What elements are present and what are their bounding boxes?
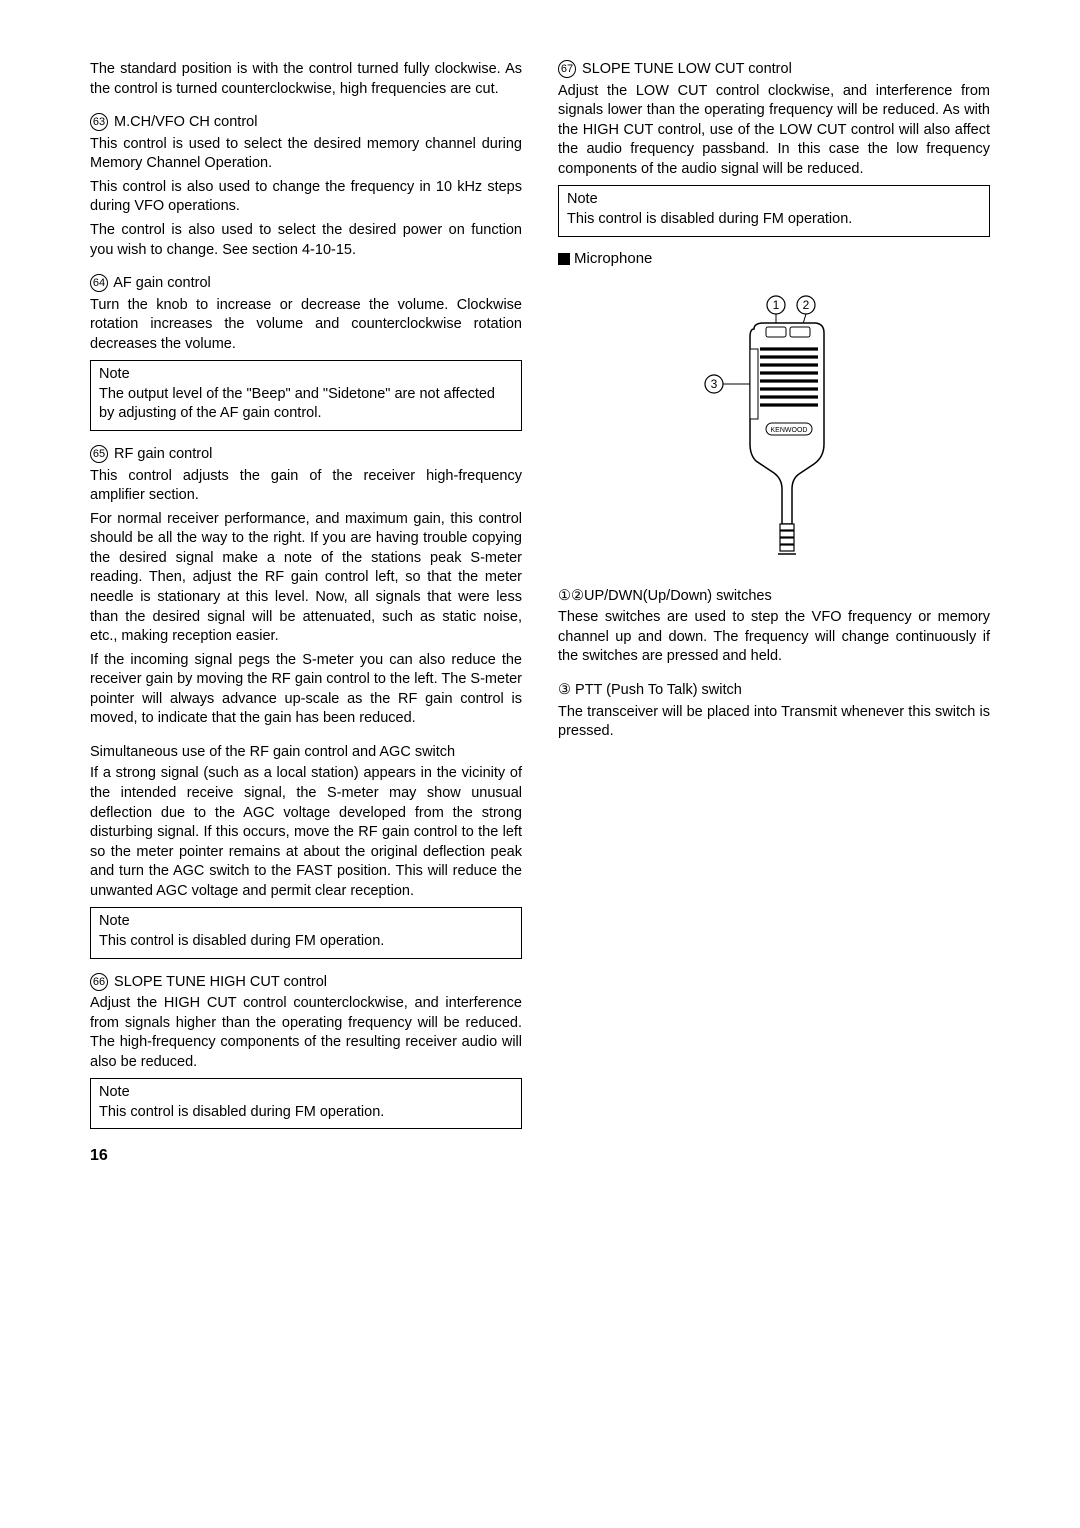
section-65-body: If a strong signal (such as a local stat… bbox=[90, 764, 522, 901]
switch-3-title: PTT (Push To Talk) switch bbox=[575, 682, 742, 698]
section-66-body: Adjust the HIGH CUT control counterclock… bbox=[90, 994, 522, 1072]
note-box: Note This control is disabled during FM … bbox=[558, 185, 990, 236]
microphone-heading: Microphone bbox=[558, 249, 990, 269]
section-64-body: Turn the knob to increase or decrease th… bbox=[90, 296, 522, 355]
switches-12-title: UP/DWN(Up/Down) switches bbox=[584, 588, 772, 604]
section-63-body: This control is also used to change the … bbox=[90, 178, 522, 217]
right-column: 67 SLOPE TUNE LOW CUT control Adjust the… bbox=[558, 60, 990, 1165]
black-square-icon bbox=[558, 253, 570, 265]
circled-number: ③ bbox=[558, 682, 571, 698]
section-65-body: For normal receiver performance, and max… bbox=[90, 510, 522, 647]
section-65-body: If the incoming signal pegs the S-meter … bbox=[90, 651, 522, 729]
note-body: The output level of the "Beep" and "Side… bbox=[99, 386, 495, 422]
section-64-heading: 64 AF gain control bbox=[90, 274, 522, 294]
section-65-title: RF gain control bbox=[114, 446, 212, 462]
section-65-heading: 65 RF gain control bbox=[90, 445, 522, 465]
note-box: Note This control is disabled during FM … bbox=[90, 907, 522, 958]
section-63-body: The control is also used to select the d… bbox=[90, 221, 522, 260]
section-67-title: SLOPE TUNE LOW CUT control bbox=[582, 61, 792, 77]
note-box: Note The output level of the "Beep" and … bbox=[90, 360, 522, 431]
circled-numbers: ①② bbox=[558, 588, 584, 604]
switch-3-heading: ③ PTT (Push To Talk) switch bbox=[558, 681, 990, 701]
intro-paragraph: The standard position is with the contro… bbox=[90, 60, 522, 99]
section-65-subheading: Simultaneous use of the RF gain control … bbox=[90, 743, 522, 763]
note-title: Note bbox=[99, 1083, 513, 1103]
callout-3-label: 3 bbox=[711, 377, 718, 391]
switches-12-heading: ①②UP/DWN(Up/Down) switches bbox=[558, 587, 990, 607]
left-column: The standard position is with the contro… bbox=[90, 60, 522, 1165]
circled-number-icon: 64 bbox=[90, 274, 108, 292]
circled-number-icon: 67 bbox=[558, 60, 576, 78]
section-67-body: Adjust the LOW CUT control clockwise, an… bbox=[558, 82, 990, 180]
switches-12-body: These switches are used to step the VFO … bbox=[558, 608, 990, 667]
note-title: Note bbox=[99, 365, 513, 385]
section-63-title: M.CH/VFO CH control bbox=[114, 114, 257, 130]
section-64-title: AF gain control bbox=[113, 275, 211, 291]
note-body: This control is disabled during FM opera… bbox=[99, 933, 384, 949]
note-title: Note bbox=[99, 912, 513, 932]
callout-1-label: 1 bbox=[773, 298, 780, 312]
microphone-heading-text: Microphone bbox=[574, 250, 652, 267]
section-63-heading: 63 M.CH/VFO CH control bbox=[90, 113, 522, 133]
circled-number-icon: 63 bbox=[90, 113, 108, 131]
section-67-heading: 67 SLOPE TUNE LOW CUT control bbox=[558, 60, 990, 80]
section-66-heading: 66 SLOPE TUNE HIGH CUT control bbox=[90, 973, 522, 993]
two-column-layout: The standard position is with the contro… bbox=[90, 60, 990, 1165]
switch-3-body: The transceiver will be placed into Tran… bbox=[558, 703, 990, 742]
section-63-body: This control is used to select the desir… bbox=[90, 135, 522, 174]
note-body: This control is disabled during FM opera… bbox=[99, 1104, 384, 1120]
page-number: 16 bbox=[90, 1147, 522, 1165]
note-body: This control is disabled during FM opera… bbox=[567, 211, 852, 227]
note-box: Note This control is disabled during FM … bbox=[90, 1078, 522, 1129]
microphone-diagram: 1 2 3 bbox=[558, 289, 990, 559]
circled-number-icon: 65 bbox=[90, 445, 108, 463]
microphone-svg-icon: 1 2 3 bbox=[674, 289, 874, 559]
brand-label: KENWOOD bbox=[771, 427, 808, 434]
section-65-body: This control adjusts the gain of the rec… bbox=[90, 467, 522, 506]
callout-2-label: 2 bbox=[803, 298, 810, 312]
circled-number-icon: 66 bbox=[90, 973, 108, 991]
note-title: Note bbox=[567, 190, 981, 210]
section-66-title: SLOPE TUNE HIGH CUT control bbox=[114, 974, 327, 990]
